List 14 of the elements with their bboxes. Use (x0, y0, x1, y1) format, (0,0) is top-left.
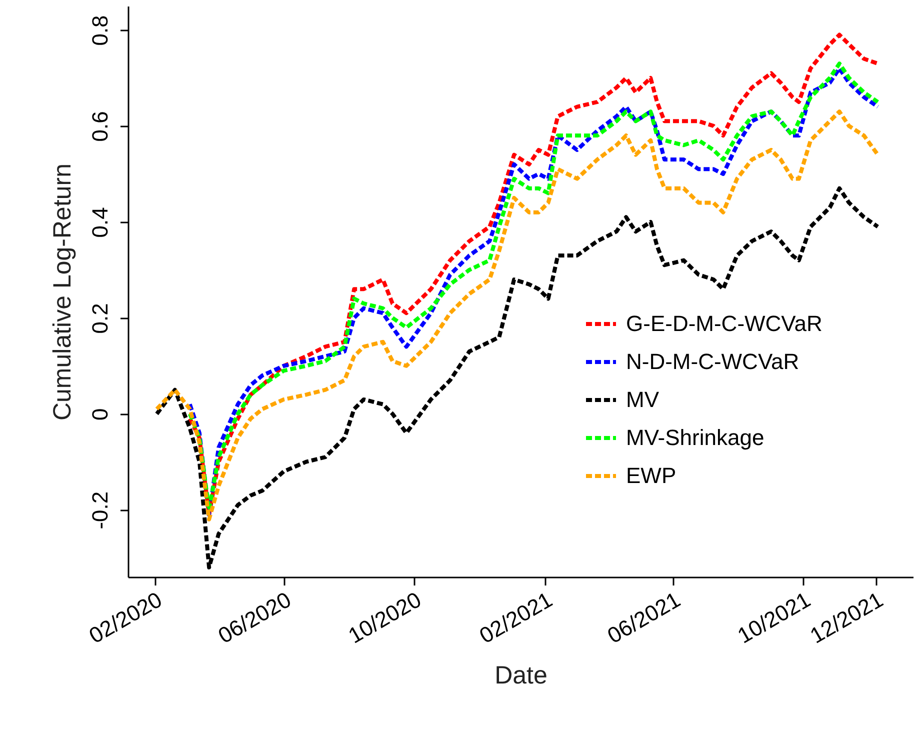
y-tick-label: 0.6 (88, 111, 112, 142)
y-tick-label: 0.2 (88, 303, 112, 334)
x-axis-title: Date (494, 661, 548, 690)
y-tick-label: 0 (88, 408, 112, 420)
legend-label: MV-Shrinkage (626, 425, 764, 450)
y-tick-label: 0.4 (88, 207, 112, 238)
y-axis-title: Cumulative Log-Return (48, 163, 76, 421)
legend-label: EWP (626, 463, 676, 488)
legend-label: G-E-D-M-C-WCVaR (626, 311, 822, 336)
line-series (154, 186, 880, 570)
y-tick-label: 0.8 (88, 15, 112, 46)
y-tick-label: -0.2 (88, 491, 112, 530)
legend-label: N-D-M-C-WCVaR (626, 349, 800, 374)
legend-label: MV (626, 387, 660, 412)
